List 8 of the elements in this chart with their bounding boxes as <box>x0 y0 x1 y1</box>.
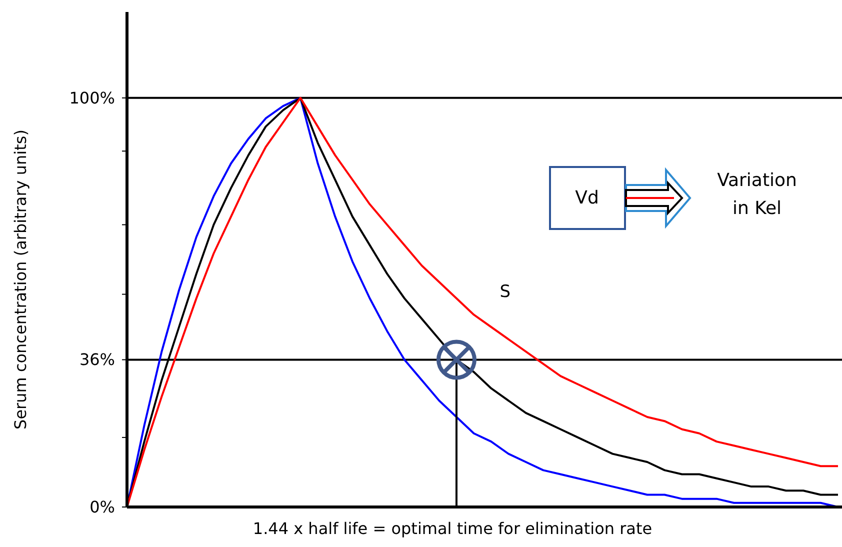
annotation: Vd <box>575 188 599 208</box>
y-tick-label: 36% <box>79 350 115 370</box>
y-axis-title: Serum concentration (arbitrary units) <box>11 130 30 430</box>
y-tick-label: 100% <box>69 88 115 108</box>
annotation: Variation in Kel <box>717 170 797 219</box>
x-axis-title: 1.44 x half life = optimal time for elimination rate <box>252 519 652 538</box>
series-label: S <box>500 282 511 302</box>
y-tick-label: 0% <box>90 498 115 516</box>
